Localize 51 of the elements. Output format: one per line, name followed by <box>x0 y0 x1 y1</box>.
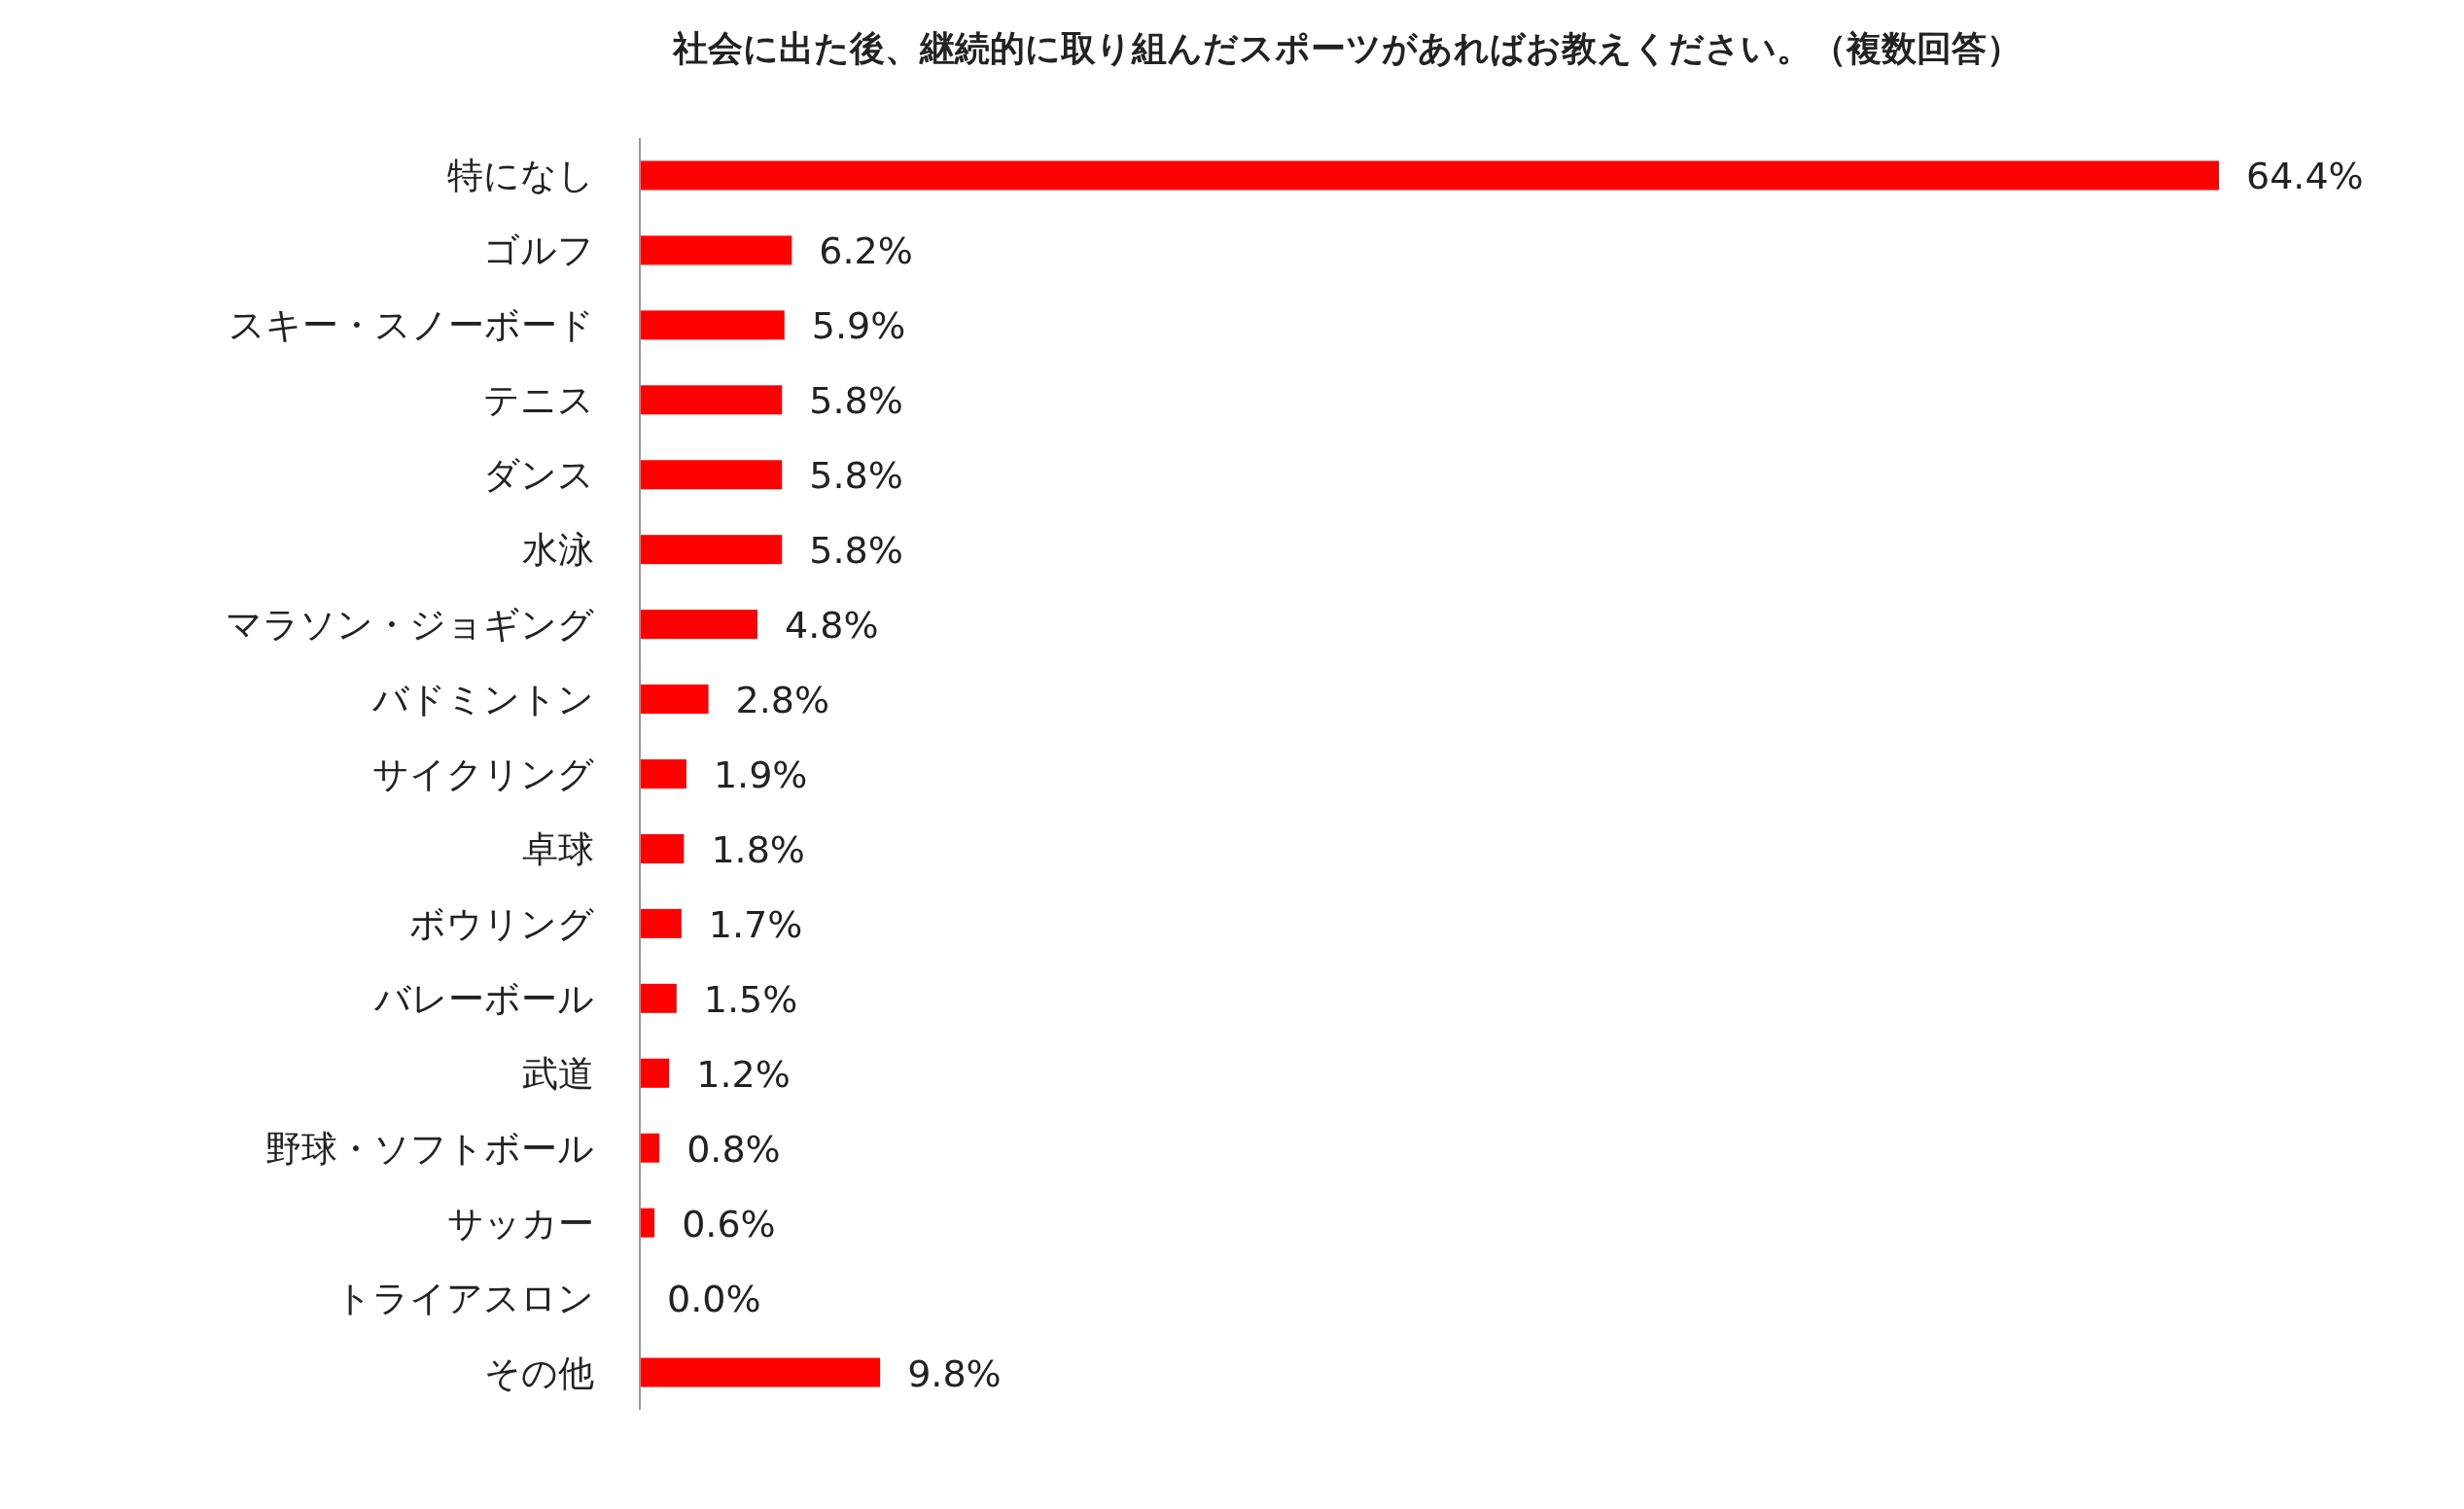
data-label: 1.8% <box>711 827 805 871</box>
y-tick-label: スキー・スノーボード <box>229 304 594 347</box>
y-tick-label: バレーボール <box>373 977 594 1020</box>
data-label: 2.8% <box>735 679 830 722</box>
bar <box>640 684 709 715</box>
data-label: 0.6% <box>682 1202 776 1246</box>
y-tick-label: 水泳 <box>522 529 594 572</box>
y-tick-label: 野球・ソフトボール <box>265 1127 594 1170</box>
y-tick-label: テニス <box>483 379 594 422</box>
bar <box>640 460 783 490</box>
data-label: 5.8% <box>809 379 903 423</box>
bar <box>640 535 783 565</box>
y-tick-label: バドミントン <box>371 679 594 721</box>
y-tick-label: 卓球 <box>522 827 594 870</box>
bar <box>640 1058 670 1088</box>
bar <box>640 385 783 415</box>
data-label: 5.8% <box>809 529 903 573</box>
data-label: 1.2% <box>696 1052 791 1096</box>
y-tick-label: ダンス <box>483 454 594 497</box>
bar <box>640 160 2219 191</box>
y-tick-label: その他 <box>484 1351 594 1394</box>
y-tick-label: ボウリング <box>409 902 594 945</box>
data-label: 6.2% <box>819 229 913 273</box>
bar <box>640 983 677 1013</box>
data-label: 9.8% <box>907 1351 1002 1395</box>
y-tick-label: ゴルフ <box>483 229 594 272</box>
bar <box>640 235 792 265</box>
bar <box>640 759 686 789</box>
y-tick-label: トライアスロン <box>335 1277 594 1319</box>
data-label: 5.8% <box>809 454 903 498</box>
y-tick-label: 特になし <box>447 155 594 197</box>
bar <box>640 1208 655 1238</box>
data-label: 1.9% <box>713 754 808 796</box>
bar <box>640 1357 881 1387</box>
bar <box>640 1133 660 1163</box>
bar <box>640 833 685 863</box>
data-label: 0.8% <box>686 1127 781 1171</box>
bar <box>640 908 682 938</box>
y-tick-label: サイクリング <box>372 754 594 795</box>
y-tick-label: サッカー <box>447 1202 594 1245</box>
data-label: 1.5% <box>703 977 798 1021</box>
data-label: 5.9% <box>811 304 906 348</box>
bar <box>640 610 758 640</box>
y-tick-label: 武道 <box>522 1052 594 1095</box>
data-label: 1.7% <box>708 902 803 946</box>
y-tick-label: マラソン・ジョギング <box>226 604 594 647</box>
bar <box>640 310 785 340</box>
data-label: 0.0% <box>667 1277 761 1320</box>
chart-title: 社会に出た後、継続的に取り組んだスポーツがあればお教えください。（複数回答） <box>671 28 2022 68</box>
data-label: 4.8% <box>785 604 879 648</box>
data-label: 64.4% <box>2246 155 2364 198</box>
